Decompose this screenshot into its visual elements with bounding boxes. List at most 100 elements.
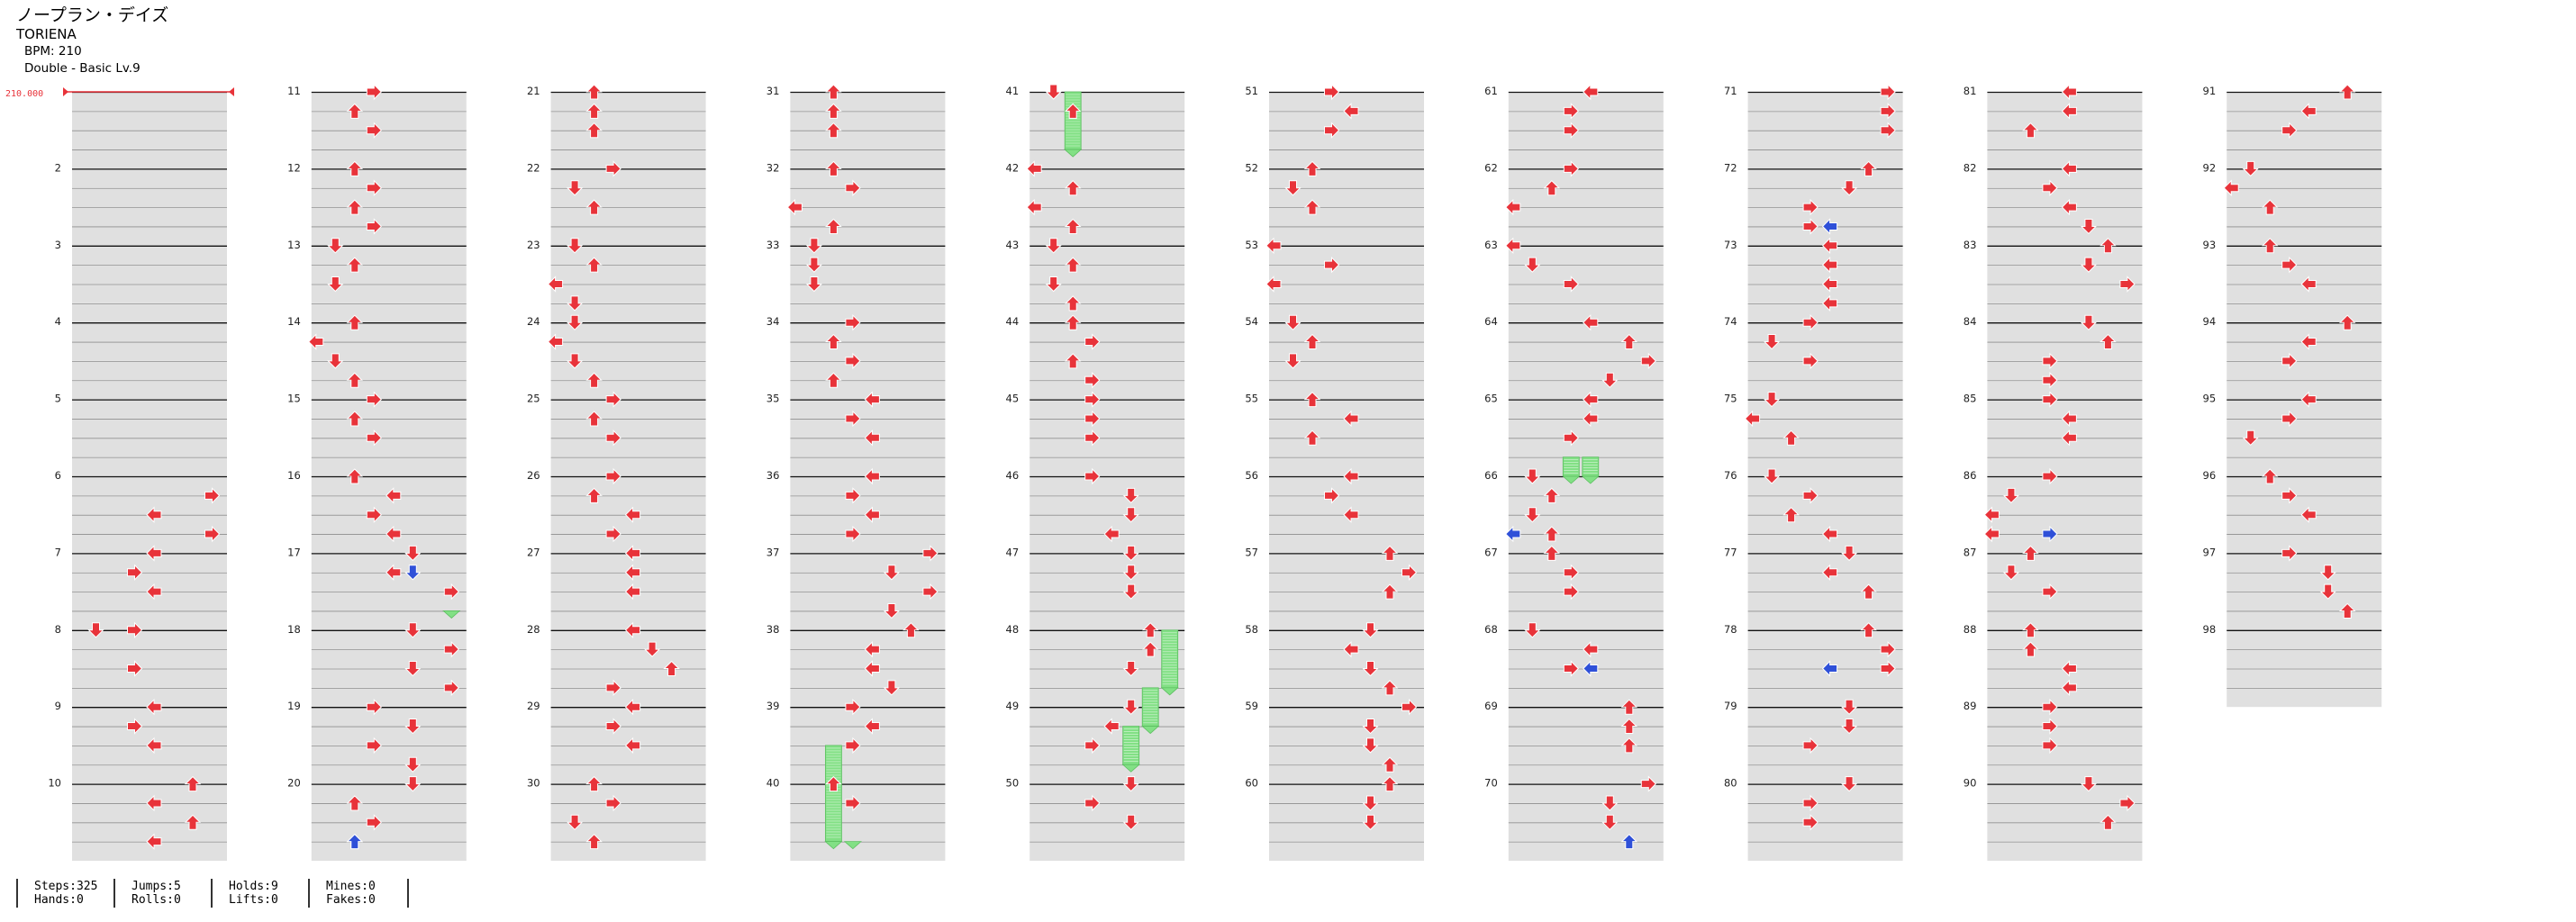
beat-band xyxy=(311,746,467,765)
left-arrow-note xyxy=(864,640,880,658)
beat-band xyxy=(790,630,946,650)
measure-number: 29 xyxy=(527,700,540,712)
beat-band xyxy=(311,149,467,169)
beat-band xyxy=(311,611,467,630)
up-arrow-note xyxy=(1620,737,1638,754)
stat-rolls: Rolls:0 xyxy=(132,893,181,907)
beat-band xyxy=(1747,650,1903,669)
beat-band xyxy=(72,727,227,746)
beat-band xyxy=(1987,650,2143,669)
down-arrow-note xyxy=(1524,507,1541,523)
up-arrow-note xyxy=(2022,545,2039,561)
beat-band xyxy=(1269,842,1424,861)
left-arrow-note xyxy=(2061,679,2077,697)
beat-band xyxy=(1508,496,1664,515)
left-arrow-note xyxy=(1821,276,1838,293)
up-arrow-note xyxy=(1064,314,1082,330)
right-arrow-note xyxy=(366,122,383,139)
beat-band xyxy=(1269,438,1424,457)
left-arrow-note xyxy=(864,718,880,735)
right-arrow-note xyxy=(1802,198,1819,216)
left-arrow-note xyxy=(624,583,641,601)
beat-band xyxy=(1987,842,2143,861)
beat-band xyxy=(72,266,227,285)
beat-band xyxy=(1987,381,2143,400)
right-arrow-note xyxy=(1563,122,1580,139)
right-arrow-note xyxy=(366,218,383,235)
up-arrow-note-16th xyxy=(346,833,364,850)
left-arrow-note xyxy=(1744,410,1761,428)
beat-band xyxy=(550,611,706,630)
beat-band xyxy=(1269,592,1424,611)
up-arrow-note xyxy=(1064,295,1082,312)
down-arrow-note xyxy=(2242,429,2259,447)
left-arrow-note xyxy=(864,467,880,485)
measure-number: 9 xyxy=(55,700,61,712)
beat-band xyxy=(1508,746,1664,765)
right-arrow-note xyxy=(1401,564,1418,581)
left-arrow-note xyxy=(1103,525,1120,543)
up-arrow-note xyxy=(346,372,364,388)
beat-band xyxy=(2227,534,2382,554)
up-arrow-note xyxy=(1381,775,1399,792)
beat-band xyxy=(1269,400,1424,419)
beat-band xyxy=(72,708,227,727)
beat-band xyxy=(1269,515,1424,535)
beat-band xyxy=(1508,803,1664,823)
beat-band xyxy=(1029,630,1185,650)
down-arrow-note xyxy=(1045,238,1062,254)
left-arrow-note xyxy=(864,660,880,677)
up-arrow-note xyxy=(1303,333,1321,350)
beat-band xyxy=(1508,381,1664,400)
measure-number: 60 xyxy=(1245,777,1258,790)
beat-band xyxy=(1747,823,1903,842)
beat-band xyxy=(311,323,467,342)
left-arrow-note-16th xyxy=(1505,525,1521,543)
down-arrow-note xyxy=(1122,699,1139,715)
up-arrow-note xyxy=(2338,602,2356,619)
right-arrow-note xyxy=(845,794,861,812)
left-arrow-note xyxy=(864,506,880,523)
left-arrow-note xyxy=(2061,160,2077,177)
hold-tail xyxy=(824,841,843,850)
beat-band xyxy=(1747,92,1903,112)
beat-band xyxy=(72,842,227,861)
beat-band xyxy=(790,746,946,765)
right-arrow-note xyxy=(2119,276,2136,293)
beat-band xyxy=(1508,419,1664,438)
measure-number: 93 xyxy=(2203,239,2217,251)
up-arrow-note xyxy=(1782,506,1800,523)
measure-number: 14 xyxy=(287,315,301,328)
beat-band xyxy=(72,534,227,554)
beat-band xyxy=(790,823,946,842)
hold-tail xyxy=(442,610,461,619)
right-arrow-note xyxy=(2042,583,2058,601)
beat-band xyxy=(311,169,467,188)
beat-band xyxy=(1747,419,1903,438)
beat-band xyxy=(1508,131,1664,150)
beat-band xyxy=(311,246,467,266)
beat-band xyxy=(1029,669,1185,688)
beat-band xyxy=(2227,573,2382,592)
left-arrow-note xyxy=(2300,276,2317,293)
beat-band xyxy=(550,823,706,842)
beat-band xyxy=(2227,381,2382,400)
beat-band xyxy=(1987,419,2143,438)
measure-number: 33 xyxy=(766,239,780,251)
right-arrow-note xyxy=(922,583,939,601)
beat-band xyxy=(1508,342,1664,361)
beat-band xyxy=(1987,457,2143,476)
beat-band xyxy=(1269,188,1424,208)
beat-band xyxy=(311,496,467,515)
beat-band xyxy=(1029,784,1185,803)
measure-number: 70 xyxy=(1484,777,1498,790)
down-arrow-note xyxy=(1362,814,1379,831)
beat-band xyxy=(1269,149,1424,169)
right-arrow-note xyxy=(1880,640,1896,658)
beat-band xyxy=(1508,727,1664,746)
measure-number: 96 xyxy=(2203,469,2217,482)
measure-number: 37 xyxy=(766,546,780,558)
measure-number: 72 xyxy=(1724,161,1737,174)
beat-band xyxy=(311,515,467,535)
right-arrow-note xyxy=(605,160,621,177)
